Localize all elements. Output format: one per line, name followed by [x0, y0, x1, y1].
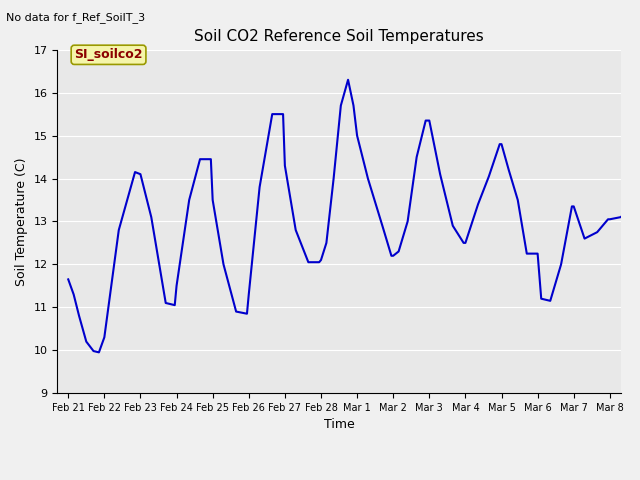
Y-axis label: Soil Temperature (C): Soil Temperature (C) [15, 157, 28, 286]
Title: Soil CO2 Reference Soil Temperatures: Soil CO2 Reference Soil Temperatures [194, 29, 484, 44]
Text: SI_soilco2: SI_soilco2 [74, 48, 143, 61]
Text: No data for f_Ref_SoilT_3: No data for f_Ref_SoilT_3 [6, 12, 145, 23]
Legend: Ref_ST -16cm, Ref_ST -8cm: Ref_ST -16cm, Ref_ST -8cm [205, 474, 474, 480]
X-axis label: Time: Time [324, 419, 355, 432]
